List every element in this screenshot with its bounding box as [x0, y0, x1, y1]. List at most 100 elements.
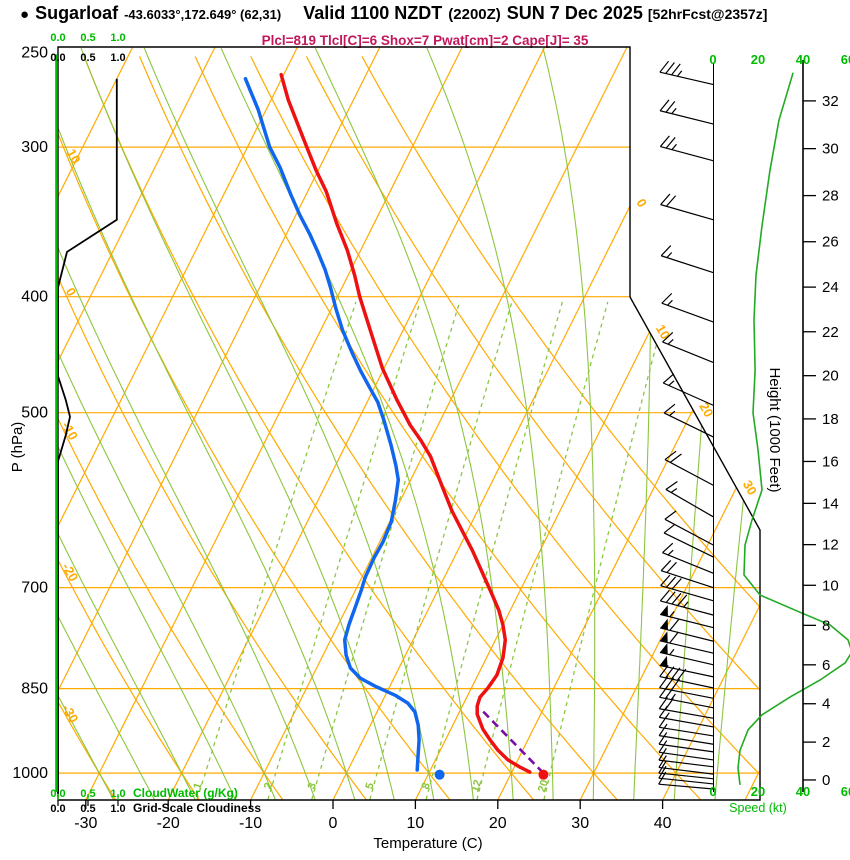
- wind-barb: [658, 766, 714, 775]
- isotherm-line: [85, 47, 463, 800]
- barb-half: [667, 549, 674, 556]
- temperature-tick-label: 0: [329, 815, 338, 832]
- moist-adiabat-line: [58, 47, 114, 800]
- wind-barb: [658, 777, 714, 785]
- barb-full: [660, 245, 672, 257]
- barb-full: [665, 576, 677, 588]
- zulu-time: (2200Z): [448, 6, 501, 23]
- barb-full: [658, 747, 667, 761]
- wind-barb: [664, 459, 714, 486]
- barb-full: [658, 755, 667, 768]
- station-coordinates: -43.6033°,172.649° (62,31): [124, 7, 282, 22]
- barb-flag: [659, 643, 668, 655]
- chart-title: ● Sugarloaf -43.6033°,172.649° (62,31) V…: [0, 3, 850, 29]
- barb-half: [668, 380, 675, 386]
- barb-full: [660, 574, 671, 587]
- barb-half: [683, 601, 689, 608]
- wind-barb: [660, 600, 714, 616]
- temperature-tick-label: -30: [74, 815, 97, 832]
- grid-scale-cloudiness-profile: [57, 78, 118, 794]
- wind-barb: [658, 759, 714, 768]
- wind-barb: [658, 751, 714, 761]
- barb-full: [658, 705, 668, 718]
- dry-adiabat-line: [139, 56, 618, 800]
- barb-full: [659, 665, 669, 677]
- cloudiness-scale-bottom: 0.5: [80, 803, 95, 815]
- mixing-ratio-label: 1: [191, 781, 204, 791]
- mixing-ratio-label: 2: [262, 781, 275, 791]
- barb-full: [660, 560, 672, 572]
- wind-barb: [663, 532, 714, 558]
- wind-barb: [662, 552, 714, 574]
- dry-adiabat-line: [361, 56, 760, 800]
- barb-full: [664, 686, 675, 699]
- wind-barb: [659, 696, 714, 709]
- barb-full: [663, 403, 676, 414]
- height-tick-label: 6: [822, 657, 830, 674]
- wind-barb: [661, 255, 714, 274]
- barb-half: [670, 487, 678, 493]
- moist-adiabat-line: [220, 47, 474, 800]
- speed-tick-label-bottom: 60: [841, 784, 850, 799]
- barb-half: [669, 410, 676, 417]
- wind-barb: [660, 204, 714, 221]
- pressure-tick-label: 700: [21, 580, 48, 597]
- wind-barb: [659, 664, 714, 678]
- barb-flag: [659, 631, 668, 643]
- dry-adiabat-label: -20: [59, 560, 81, 584]
- surface-temperature-dot: [538, 769, 549, 780]
- mixing-ratio-line: [425, 301, 564, 800]
- cloud-profiles: [55, 54, 118, 794]
- pressure-tick-label: 250: [21, 44, 48, 61]
- wind-barb: [659, 71, 714, 86]
- wind-barb: [658, 772, 714, 780]
- barb-full: [664, 510, 677, 520]
- barb-half: [676, 70, 683, 77]
- isotherm-line: [58, 47, 299, 800]
- moist-adiabat-line: [314, 47, 514, 800]
- moist-adiabat-line: [58, 47, 155, 800]
- mixing-ratio-line: [369, 301, 513, 800]
- dry-adiabat-label: -10: [59, 419, 81, 443]
- speed-tick-label-top: 0: [709, 52, 716, 67]
- mixing-ratio-line: [196, 301, 357, 800]
- height-tick-label: 24: [822, 279, 839, 296]
- barb-flag: [660, 618, 668, 630]
- wind-barb: [660, 145, 714, 162]
- wind-barb: [659, 627, 714, 642]
- mixing-ratio-line: [543, 301, 669, 800]
- temperature-tick-label: 40: [654, 815, 672, 832]
- temperature-tick-label: 30: [571, 815, 589, 832]
- pressure-tick-label: 850: [21, 681, 48, 698]
- temperature-tick-label: -10: [239, 815, 262, 832]
- barb-full: [669, 453, 682, 463]
- barb-full: [666, 561, 677, 573]
- barb-full: [664, 450, 677, 461]
- cloudwater-scale-title: CloudWater (g/Kg): [133, 786, 238, 800]
- barb-full: [669, 619, 680, 631]
- wind-barb: [663, 412, 714, 438]
- speed-tick-label-top: 20: [751, 52, 765, 67]
- barb-full: [665, 666, 675, 679]
- dry-adiabat-line: [58, 56, 200, 800]
- pressure-axis-title: P (hPa): [9, 422, 26, 473]
- wind-barb: [659, 613, 714, 629]
- barb-full: [676, 668, 687, 681]
- barb-full: [658, 696, 668, 710]
- height-tick-label: 30: [822, 141, 839, 158]
- barb-full: [658, 771, 667, 785]
- temperature-tick-label: -20: [157, 815, 180, 832]
- height-tick-label: 28: [822, 188, 839, 205]
- pressure-tick-label: 1000: [12, 765, 48, 782]
- isotherm-line: [58, 47, 134, 800]
- height-tick-label: 12: [822, 537, 839, 554]
- isotherm-line: [662, 47, 760, 800]
- height-tick-label: 22: [822, 324, 839, 341]
- barb-full: [660, 193, 671, 206]
- cloudiness-scale-bottom: 1.0: [110, 803, 125, 815]
- dry-adiabat-label: -30: [59, 702, 81, 726]
- speed-tick-label-bottom: 0: [709, 784, 716, 799]
- moist-adiabat-line: [673, 48, 726, 800]
- barb-half: [670, 693, 676, 700]
- pressure-tick-label: 500: [21, 405, 48, 422]
